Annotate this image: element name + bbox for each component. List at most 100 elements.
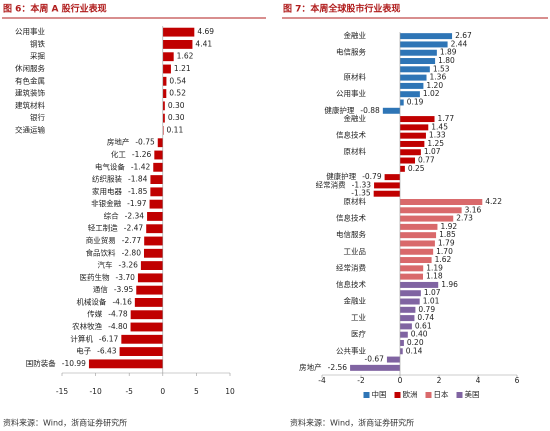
bar [149, 199, 163, 209]
bar [157, 138, 163, 148]
x-tick-label: 0 [160, 387, 165, 396]
value-label: 1.62 [435, 255, 452, 264]
bar [400, 331, 408, 338]
value-label: -4.80 [108, 322, 128, 331]
bar [400, 66, 430, 73]
bar [162, 89, 167, 98]
value-label: -3.95 [114, 285, 134, 294]
bar [147, 212, 163, 221]
category-label: 原材料 [344, 146, 367, 156]
category-label: 家用电器 [92, 186, 122, 196]
bar [374, 182, 400, 189]
value-label: -1.33 [352, 180, 372, 189]
bar [400, 223, 438, 230]
value-label: 0.30 [168, 113, 185, 122]
legend-swatch [425, 392, 432, 398]
category-label: 工业 [351, 312, 366, 322]
value-label: 1.21 [174, 64, 191, 73]
category-label: 医疗 [351, 329, 366, 339]
value-label: -1.42 [131, 162, 151, 171]
value-label: 2.44 [451, 39, 468, 48]
value-label: 0.19 [407, 97, 424, 106]
value-label: 1.53 [433, 64, 450, 73]
value-label: 1.96 [441, 280, 458, 289]
bar [400, 240, 435, 247]
category-label: 钢铁 [30, 38, 45, 48]
category-label: 信息技术 [336, 130, 366, 140]
category-label: 商业贸易 [86, 235, 116, 245]
value-label: 1.77 [438, 114, 455, 123]
bar [119, 347, 163, 356]
value-label: 1.01 [423, 297, 440, 306]
value-label: 0.79 [418, 305, 435, 314]
bar [137, 273, 163, 283]
bar [143, 248, 163, 258]
bar [400, 49, 437, 56]
bar [400, 58, 436, 65]
value-label: 4.22 [485, 197, 502, 206]
bar [400, 165, 405, 172]
value-label: 1.80 [438, 56, 455, 65]
bar [400, 273, 424, 280]
value-label: -2.56 [328, 363, 348, 372]
category-label: 建筑材料 [15, 100, 45, 110]
value-label: 1.36 [430, 73, 447, 82]
bar [400, 298, 420, 305]
value-label: -1.85 [128, 187, 148, 196]
value-label: 1.02 [423, 89, 440, 98]
legend-label: 中国 [372, 389, 387, 399]
value-label: 1.70 [436, 247, 453, 256]
category-label: 交通运输 [15, 124, 45, 134]
category-label: 轻工制造 [88, 223, 118, 233]
category-label: 食品饮料 [86, 247, 116, 257]
chart-title: 图 7：本周全球股市行业表现 [283, 3, 400, 15]
chart-title: 图 6：本周 A 股行业表现 [3, 3, 107, 15]
bar [400, 33, 453, 40]
value-label: -4.78 [108, 310, 128, 319]
category-label: 有色金属 [15, 75, 45, 85]
bar [400, 248, 434, 255]
value-label: -2.47 [124, 224, 144, 233]
category-label: 房地产 [299, 362, 322, 372]
value-label: 3.16 [465, 205, 482, 214]
bar [400, 339, 404, 346]
category-label: 机械设备 [76, 296, 106, 306]
category-label: 通信 [93, 284, 108, 294]
category-label: 房地产 [107, 137, 130, 147]
x-tick-label: 6 [515, 376, 520, 385]
value-label: 0.61 [415, 321, 432, 330]
category-label: 电信服务 [336, 47, 366, 57]
value-label: 0.77 [418, 156, 435, 165]
value-label: 1.89 [440, 48, 457, 57]
bar [400, 323, 412, 330]
legend-swatch [363, 392, 370, 398]
category-label: 电子 [76, 346, 91, 356]
x-tick-label: -10 [89, 387, 101, 396]
bar [150, 187, 163, 197]
category-label: 国防装备 [26, 358, 56, 368]
x-tick-label: 5 [194, 387, 199, 396]
legend-label: 欧洲 [403, 389, 418, 399]
value-label: 1.85 [439, 230, 456, 239]
category-label: 公用事业 [336, 88, 366, 98]
category-label: 经常消费 [336, 262, 366, 272]
bar [400, 99, 404, 106]
category-label: 银行 [30, 112, 45, 122]
value-label: -1.97 [127, 199, 147, 208]
bar [400, 315, 415, 322]
bar [386, 356, 400, 363]
bar [400, 265, 424, 272]
bar [140, 261, 163, 270]
bar [162, 101, 165, 111]
value-label: -2.80 [122, 248, 142, 257]
category-label: 信息技术 [336, 213, 366, 223]
legend-label: 美国 [465, 389, 480, 399]
value-label: -1.35 [351, 189, 371, 198]
category-label: 信息技术 [336, 279, 366, 289]
value-label: 0.54 [169, 76, 186, 85]
bar [153, 162, 163, 172]
category-label: 非银金融 [91, 198, 121, 208]
value-label: -1.84 [128, 175, 148, 184]
category-label: 综合 [104, 210, 119, 220]
